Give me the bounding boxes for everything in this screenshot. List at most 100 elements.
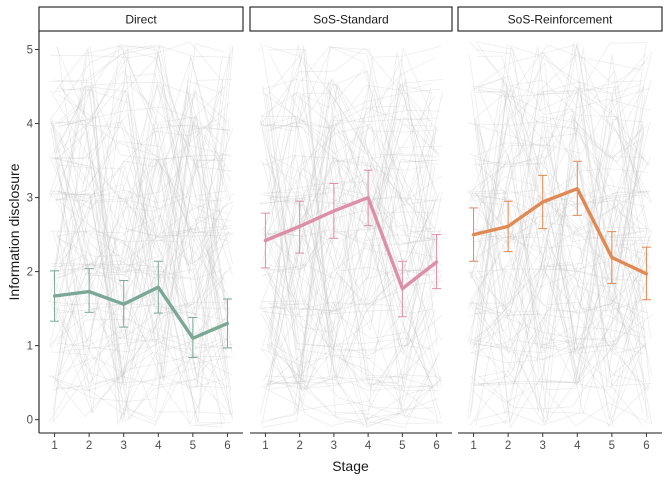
background-trace <box>475 119 652 204</box>
background-trace <box>267 268 441 427</box>
background-trace <box>265 158 443 350</box>
background-trace <box>53 193 228 389</box>
background-trace <box>49 121 234 349</box>
background-trace <box>268 132 437 207</box>
background-trace <box>469 133 645 313</box>
background-trace <box>477 42 646 98</box>
background-trace <box>479 75 652 349</box>
background-trace <box>261 43 436 303</box>
background-trace <box>475 256 645 427</box>
background-trace <box>51 102 231 416</box>
background-trace <box>475 90 646 391</box>
background-trace <box>58 86 226 120</box>
background-trace <box>52 160 223 427</box>
background-trace <box>58 123 228 350</box>
background-trace <box>472 163 648 425</box>
background-trace <box>49 131 233 382</box>
background-trace <box>264 117 436 408</box>
background-trace <box>261 118 434 423</box>
background-trace <box>48 73 233 201</box>
background-trace <box>269 46 440 311</box>
background-trace <box>263 378 439 392</box>
background-trace <box>473 119 645 386</box>
background-trace <box>265 191 441 388</box>
background-trace <box>264 239 442 419</box>
background-trace <box>268 167 432 387</box>
background-trace <box>50 90 227 380</box>
background-trace <box>58 231 230 318</box>
background-trace <box>259 88 432 378</box>
background-trace <box>58 234 234 388</box>
background-trace <box>56 328 224 347</box>
panel-strip-label: SoS-Reinforcement <box>508 13 613 27</box>
background-trace <box>55 91 230 391</box>
background-trace <box>267 78 438 346</box>
background-trace <box>261 250 439 318</box>
background-trace <box>268 196 437 355</box>
background-trace <box>260 121 433 410</box>
background-trace <box>478 88 650 391</box>
background-trace <box>53 83 233 317</box>
background-trace <box>470 53 648 420</box>
background-trace <box>265 92 439 236</box>
background-trace <box>476 197 652 280</box>
background-trace <box>475 49 644 426</box>
background-trace <box>260 300 432 350</box>
background-trace <box>53 86 226 377</box>
background-trace <box>48 127 232 306</box>
background-trace <box>471 121 645 279</box>
background-trace <box>264 303 434 378</box>
background-trace <box>475 191 642 317</box>
background-trace <box>49 50 225 423</box>
x-tick-label: 5 <box>399 440 405 452</box>
background-trace <box>476 41 650 279</box>
background-trace <box>468 54 645 386</box>
background-trace <box>59 92 233 271</box>
background-trace <box>477 44 643 314</box>
background-trace <box>264 155 438 392</box>
background-trace <box>474 193 650 312</box>
background-trace <box>50 119 224 391</box>
background-trace <box>260 181 440 317</box>
background-trace <box>261 116 435 347</box>
background-trace <box>476 79 645 420</box>
x-tick-label: 3 <box>331 440 337 452</box>
background-trace <box>265 85 439 385</box>
background-trace <box>51 353 226 421</box>
background-trace <box>262 79 433 315</box>
background-trace <box>269 80 434 388</box>
background-trace <box>260 159 437 426</box>
background-trace <box>259 190 436 315</box>
background-trace <box>470 195 641 378</box>
background-trace <box>478 128 651 254</box>
background-trace <box>270 155 437 215</box>
background-trace <box>48 46 228 242</box>
background-trace <box>471 284 645 354</box>
x-tick-label: 4 <box>365 440 372 452</box>
background-trace <box>478 44 642 274</box>
background-trace <box>54 264 225 427</box>
background-trace <box>270 82 436 312</box>
background-trace <box>263 117 439 338</box>
background-trace <box>259 230 433 414</box>
background-trace <box>470 382 652 427</box>
x-tick-label: 1 <box>470 440 476 452</box>
axes: 1 2 3 4 5 6 1 2 3 4 5 6 1 2 3 4 5 6 0 1 2 3 4 5 Stage Information… <box>6 31 662 474</box>
background-trace <box>474 228 645 355</box>
background-trace <box>468 128 648 379</box>
background-trace <box>53 56 228 342</box>
background-trace <box>261 91 443 308</box>
background-trace <box>58 90 229 373</box>
panel-strip-label: Direct <box>125 13 157 27</box>
background-trace <box>474 119 648 311</box>
background-trace <box>468 203 652 261</box>
background-trace <box>59 114 227 210</box>
background-trace <box>474 41 647 315</box>
background-trace <box>479 175 651 256</box>
y-tick-label: 5 <box>27 45 33 57</box>
background-trace <box>467 116 651 343</box>
y-tick-label: 1 <box>27 341 33 353</box>
background-trace <box>270 56 437 269</box>
